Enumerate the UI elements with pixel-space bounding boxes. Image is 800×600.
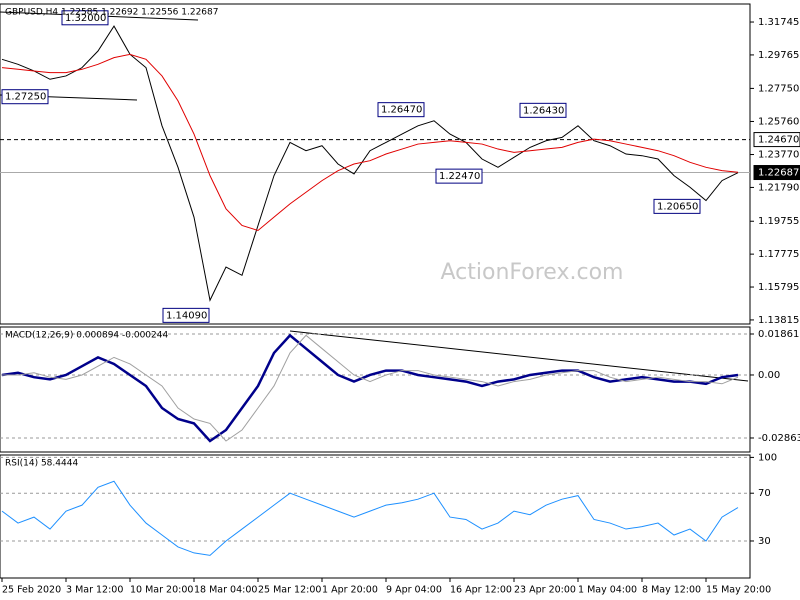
y-tick-label: 1.31745 <box>758 17 799 28</box>
annotation-label: 1.26470 <box>381 105 422 116</box>
y-tick-label: 0.018615 <box>758 329 800 340</box>
x-tick-label: 23 Apr 20:00 <box>514 585 576 596</box>
annotation-box <box>519 102 567 118</box>
y-tick-label: 1.17775 <box>758 249 799 260</box>
annotation-box <box>61 10 109 26</box>
series-line <box>1 25 739 302</box>
annotation-label: 1.32000 <box>65 13 106 24</box>
x-tick-label: 1 May 04:00 <box>578 585 637 596</box>
price-tag <box>753 165 800 181</box>
y-tick-label: 0.00 <box>758 370 780 381</box>
panel-title: GBPUSD,H4 1.22585 1.22692 1.22556 1.2268… <box>5 8 218 18</box>
y-tick-label: 1.15795 <box>758 282 799 293</box>
y-tick-label: 100 <box>758 452 777 463</box>
y-tick-label: 1.27750 <box>758 83 799 94</box>
y-tick-label: 1.29765 <box>758 50 799 61</box>
price-tag <box>753 132 800 148</box>
x-tick-label: 8 May 12:00 <box>642 585 701 596</box>
series-line <box>1 53 739 232</box>
panel-title: RSI(14) 58.4444 <box>5 459 78 469</box>
y-tick-label: -0.028631 <box>758 433 800 444</box>
annotation-box <box>162 307 210 323</box>
annotation-box <box>435 168 483 184</box>
x-tick-label: 10 Mar 20:00 <box>130 585 193 596</box>
y-tick-label: 1.13815 <box>758 315 799 326</box>
y-tick-label: 30 <box>758 536 771 547</box>
price-tag-label: 1.22687 <box>758 168 799 179</box>
x-tick-label: 25 Mar 12:00 <box>258 585 321 596</box>
annotation-box <box>1 89 49 105</box>
y-tick-label: 1.19755 <box>758 216 799 227</box>
y-tick-label: 1.21790 <box>758 182 799 193</box>
panel-frame <box>0 3 751 325</box>
x-tick-label: 18 Mar 04:00 <box>194 585 257 596</box>
panel-title: MACD(12,26,9) 0.000894 -0.000244 <box>5 331 168 341</box>
annotation-box <box>377 102 425 118</box>
watermark: ActionForex.com <box>441 260 624 285</box>
x-tick-label: 9 Apr 04:00 <box>386 585 442 596</box>
y-tick-label: 70 <box>758 488 771 499</box>
y-tick-label: 1.25760 <box>758 116 799 127</box>
annotation-box <box>653 198 701 214</box>
x-tick-label: 16 Apr 12:00 <box>450 585 512 596</box>
annotation-label: 1.14090 <box>166 310 207 321</box>
x-tick-label: 15 May 20:00 <box>706 585 771 596</box>
panel-frame <box>0 454 751 579</box>
price-tag-label: 1.24670 <box>758 135 799 146</box>
y-tick-label: 1.23770 <box>758 150 799 161</box>
trend-line <box>289 330 749 382</box>
annotation-label: 1.22470 <box>439 171 480 182</box>
x-tick-label: 25 Feb 2020 <box>2 585 61 596</box>
annotation-label: 1.20650 <box>657 201 698 212</box>
series-line <box>2 334 739 442</box>
panel-frame <box>0 326 751 453</box>
series-line <box>1 480 739 556</box>
annotation-label: 1.27250 <box>5 92 46 103</box>
x-tick-label: 3 Mar 12:00 <box>66 585 123 596</box>
x-tick-label: 1 Apr 20:00 <box>322 585 378 596</box>
annotation-label: 1.26430 <box>523 105 564 116</box>
series-line <box>1 333 739 443</box>
